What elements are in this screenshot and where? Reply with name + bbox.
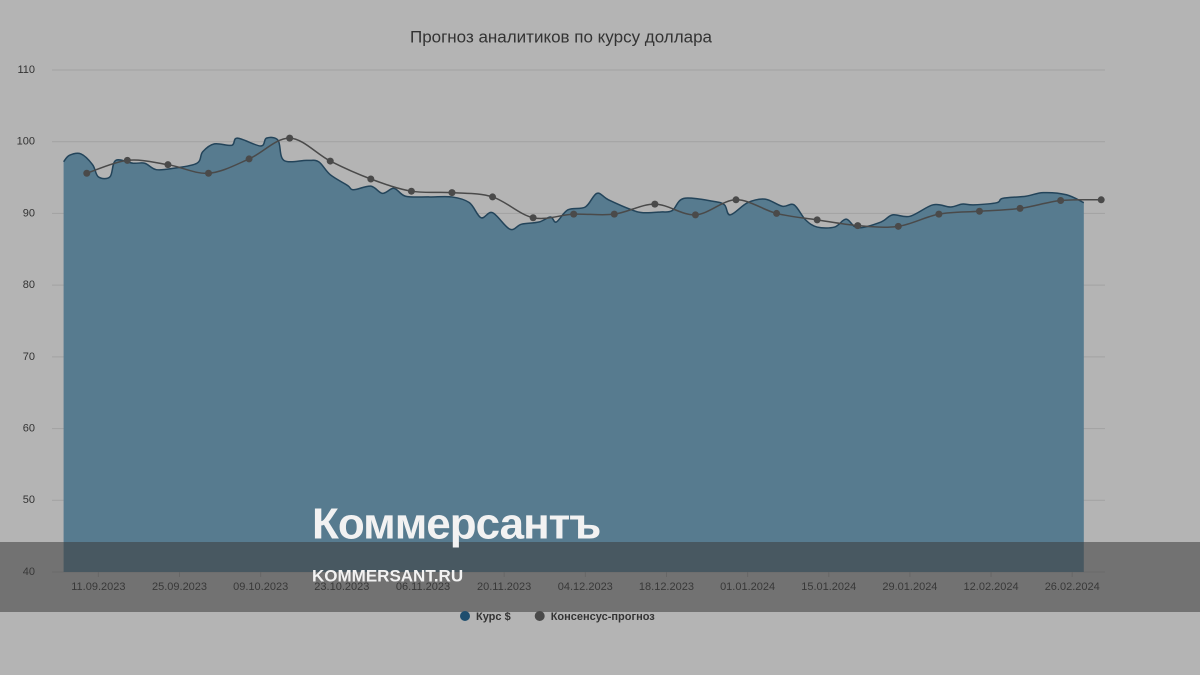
marker xyxy=(448,189,456,197)
marker xyxy=(651,200,659,208)
marker xyxy=(286,134,294,142)
watermark-site: KOMMERSANT.RU xyxy=(312,566,463,585)
marker xyxy=(367,175,375,183)
y-tick-label: 80 xyxy=(23,279,35,291)
marker xyxy=(610,210,618,218)
area xyxy=(63,137,1084,572)
legend-marker xyxy=(460,611,470,621)
marker xyxy=(732,196,740,204)
marker xyxy=(123,156,131,164)
area-line xyxy=(63,136,1085,231)
marker xyxy=(813,216,821,224)
legend-marker xyxy=(534,611,545,621)
marker xyxy=(489,193,497,201)
y-tick-label: 70 xyxy=(23,351,35,363)
y-tick-label: 50 xyxy=(23,494,35,506)
watermark-band xyxy=(0,542,1200,612)
marker xyxy=(773,209,781,217)
marker xyxy=(1097,196,1105,204)
marker xyxy=(691,211,699,219)
marker xyxy=(854,222,862,230)
watermark-logo: Коммерсантъ xyxy=(312,500,600,549)
marker xyxy=(245,155,253,163)
marker xyxy=(1016,204,1024,212)
marker xyxy=(570,210,578,218)
marker xyxy=(975,207,983,215)
y-tick-label: 90 xyxy=(23,207,35,219)
marker xyxy=(407,187,415,195)
marker xyxy=(935,210,943,218)
marker xyxy=(205,169,213,177)
marker xyxy=(894,222,902,230)
legend-label: Курс $ xyxy=(476,611,511,623)
marker xyxy=(164,161,172,169)
chart-title: Прогноз аналитиков по курсу доллара xyxy=(410,27,713,46)
legend-label: Консенсус-прогноз xyxy=(551,611,656,623)
y-tick-label: 100 xyxy=(17,136,35,148)
y-tick-label: 60 xyxy=(23,422,35,434)
marker xyxy=(529,214,537,222)
marker xyxy=(1057,197,1065,205)
y-tick-label: 110 xyxy=(17,64,35,76)
legend: Курс $ Консенсус-прогноз xyxy=(460,611,655,623)
marker xyxy=(326,157,334,165)
marker xyxy=(83,169,91,177)
